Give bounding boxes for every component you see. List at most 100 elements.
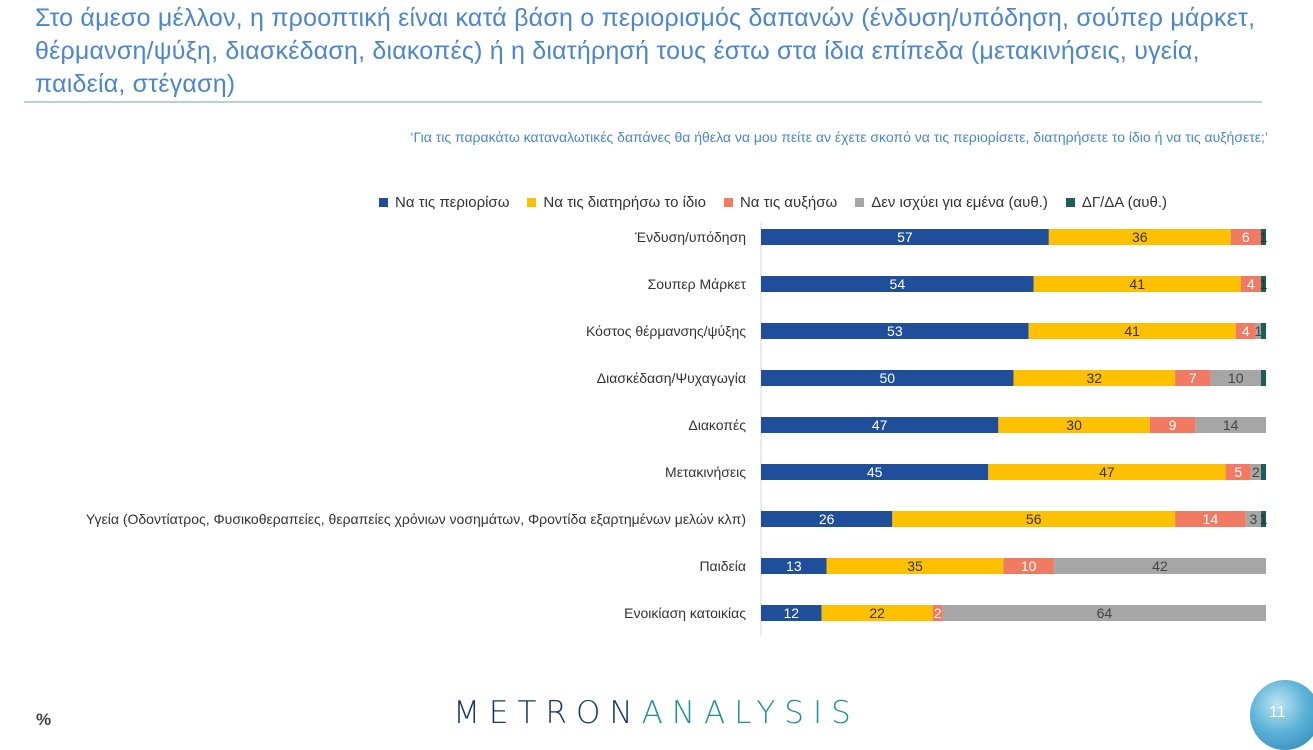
data-label: 42 xyxy=(1152,558,1168,574)
data-label: 1 xyxy=(1255,323,1263,339)
bar-segment xyxy=(761,323,1029,339)
percent-icon: % xyxy=(36,710,52,729)
data-label: 12 xyxy=(784,605,800,621)
data-label: 35 xyxy=(907,558,923,574)
bar-segment xyxy=(1260,229,1266,245)
data-label: 45 xyxy=(867,464,883,480)
data-label: 32 xyxy=(1087,370,1103,386)
page-number: 11 xyxy=(1269,704,1286,721)
bar-segment xyxy=(1260,370,1266,386)
data-label: 30 xyxy=(1066,417,1082,433)
data-label: 13 xyxy=(786,558,802,574)
bar-segment xyxy=(932,605,943,621)
bar-segment xyxy=(1048,229,1231,245)
category-label: Ένδυση/υπόδηση xyxy=(634,229,746,245)
chart-legend: Να τις περιορίσω Να τις διατηρήσω το ίδι… xyxy=(379,193,1167,211)
bar-segment xyxy=(1245,511,1261,527)
bar-segment xyxy=(1240,276,1261,292)
bar-segment xyxy=(1260,511,1266,527)
category-label: Κόστος θέρμανσης/ψύξης xyxy=(586,323,746,339)
data-label: 14 xyxy=(1203,511,1219,527)
data-label: 47 xyxy=(872,417,888,433)
legend-item-dk: ΔΓ/ΔΑ (αυθ.) xyxy=(1065,193,1168,211)
category-label: Υγεία (Οδοντίατρος, Φυσικοθεραπείες, θερ… xyxy=(86,511,746,527)
data-label: 41 xyxy=(1129,276,1145,292)
data-label: 57 xyxy=(897,229,913,245)
data-label: 54 xyxy=(890,276,906,292)
data-label: 4 xyxy=(1242,323,1250,339)
category-label: Παιδεία xyxy=(699,558,746,574)
page-badge xyxy=(1250,680,1313,750)
legend-swatch-dk xyxy=(1065,197,1075,207)
data-label: 2 xyxy=(934,605,942,621)
bar-segment xyxy=(1149,417,1196,433)
category-label: Διακοπές xyxy=(688,417,746,433)
data-label: 26 xyxy=(819,511,835,527)
data-label: 10 xyxy=(1228,370,1244,386)
legend-swatch-keep xyxy=(527,197,537,207)
category-label: Διασκέδαση/Ψυχαγωγία xyxy=(597,370,746,386)
legend-item-na: Δεν ισχύει για εμένα (αυθ.) xyxy=(855,193,1048,211)
bar-segment xyxy=(1250,464,1261,480)
bar-segment xyxy=(761,464,989,480)
bar-segment xyxy=(1260,276,1266,292)
bar-segment xyxy=(761,605,822,621)
bar-segment xyxy=(1225,464,1251,480)
question-subtitle: ‘Για τις παρακάτω καταναλωτικές δαπάνες … xyxy=(410,129,1268,145)
data-label: 5 xyxy=(1234,464,1242,480)
bar-segment xyxy=(1255,323,1261,339)
bar-segment xyxy=(1028,323,1236,339)
bar-segment xyxy=(1235,323,1256,339)
data-label: 1 xyxy=(1260,511,1268,527)
bar-segment xyxy=(821,605,933,621)
data-label: 50 xyxy=(879,370,895,386)
logo-text-metron: METRON xyxy=(453,695,642,731)
legend-label: Να τις περιορίσω xyxy=(395,193,510,211)
logo-text-analysis: ANALYSIS xyxy=(641,695,860,731)
legend-swatch-increase xyxy=(723,197,733,207)
bar-segment xyxy=(988,464,1226,480)
data-label: 14 xyxy=(1223,417,1239,433)
bar-segment xyxy=(826,558,1004,574)
bar-segment xyxy=(1033,276,1241,292)
bar-segment xyxy=(942,605,1266,621)
bar-segment xyxy=(761,511,893,527)
bar-segment xyxy=(761,276,1034,292)
bar-segment xyxy=(1260,464,1266,480)
data-label: 1 xyxy=(1260,276,1268,292)
category-label: Μετακινήσεις xyxy=(665,464,746,480)
data-label: 47 xyxy=(1099,464,1115,480)
data-label: 53 xyxy=(887,323,903,339)
bar-segment xyxy=(1175,511,1246,527)
title-divider xyxy=(24,101,1262,103)
legend-item-keep: Να τις διατηρήσω το ίδιο xyxy=(527,193,706,211)
bar-segment xyxy=(1195,417,1266,433)
category-label: Σουπερ Μάρκετ xyxy=(648,276,747,292)
data-label: 10 xyxy=(1021,558,1037,574)
bar-segment xyxy=(761,558,827,574)
bar-segment xyxy=(761,370,1014,386)
bar-segment xyxy=(761,229,1049,245)
bar-segment xyxy=(1210,370,1261,386)
bar-segment xyxy=(1003,558,1054,574)
bar-segment xyxy=(1230,229,1261,245)
legend-label: ΔΓ/ΔΑ (αυθ.) xyxy=(1081,193,1168,211)
data-label: 4 xyxy=(1247,276,1255,292)
bar-segment xyxy=(1053,558,1266,574)
legend-swatch-na xyxy=(855,197,865,207)
page-title: Στο άμεσο μέλλον, η προοπτική είναι κατά… xyxy=(35,4,1256,98)
legend-label: Δεν ισχύει για εμένα (αυθ.) xyxy=(871,193,1048,211)
metron-analysis-logo: METRONANALYSIS xyxy=(0,695,1313,731)
data-label: 9 xyxy=(1169,417,1177,433)
data-label: 3 xyxy=(1249,511,1257,527)
bar-segment xyxy=(1013,370,1176,386)
legend-label: Να τις αυξήσω xyxy=(739,193,838,211)
data-label: 22 xyxy=(869,605,885,621)
data-label: 41 xyxy=(1124,323,1140,339)
data-label: 2 xyxy=(1252,464,1260,480)
legend-item-increase: Να τις αυξήσω xyxy=(723,193,838,211)
bar-segment xyxy=(892,511,1176,527)
bar-segment xyxy=(998,417,1150,433)
data-label: 56 xyxy=(1026,511,1042,527)
